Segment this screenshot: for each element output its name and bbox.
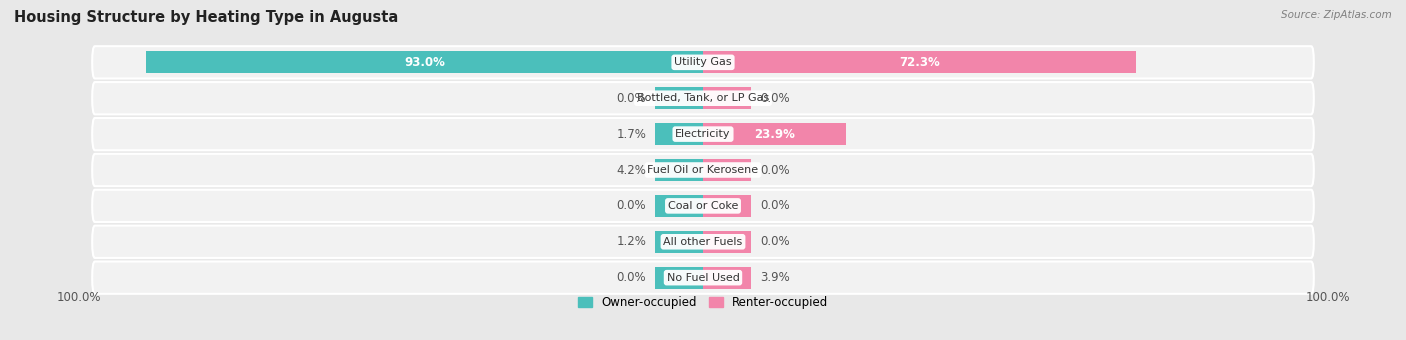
Text: No Fuel Used: No Fuel Used bbox=[666, 273, 740, 283]
FancyBboxPatch shape bbox=[93, 226, 1313, 258]
Bar bbox=[655, 123, 703, 145]
Text: 0.0%: 0.0% bbox=[759, 164, 790, 176]
Text: All other Fuels: All other Fuels bbox=[664, 237, 742, 247]
Text: 1.7%: 1.7% bbox=[616, 128, 647, 141]
Text: Electricity: Electricity bbox=[675, 129, 731, 139]
Bar bbox=[655, 159, 703, 181]
FancyBboxPatch shape bbox=[93, 46, 1313, 79]
Bar bbox=[146, 51, 703, 73]
Text: 100.0%: 100.0% bbox=[1305, 291, 1350, 304]
Text: 23.9%: 23.9% bbox=[754, 128, 794, 141]
Text: Housing Structure by Heating Type in Augusta: Housing Structure by Heating Type in Aug… bbox=[14, 10, 398, 25]
Bar bbox=[703, 195, 751, 217]
Text: 0.0%: 0.0% bbox=[759, 92, 790, 105]
Text: 100.0%: 100.0% bbox=[56, 291, 101, 304]
Bar bbox=[703, 159, 751, 181]
Text: 3.9%: 3.9% bbox=[759, 271, 790, 284]
Text: 0.0%: 0.0% bbox=[616, 199, 647, 212]
Bar bbox=[703, 231, 751, 253]
Text: 1.2%: 1.2% bbox=[616, 235, 647, 248]
Text: Utility Gas: Utility Gas bbox=[675, 57, 731, 67]
FancyBboxPatch shape bbox=[93, 261, 1313, 294]
Text: 72.3%: 72.3% bbox=[898, 56, 939, 69]
Bar bbox=[703, 267, 751, 289]
Bar bbox=[655, 267, 703, 289]
Bar bbox=[655, 195, 703, 217]
FancyBboxPatch shape bbox=[93, 190, 1313, 222]
Text: 93.0%: 93.0% bbox=[404, 56, 444, 69]
Text: Fuel Oil or Kerosene: Fuel Oil or Kerosene bbox=[647, 165, 759, 175]
Bar bbox=[703, 87, 751, 109]
FancyBboxPatch shape bbox=[93, 82, 1313, 114]
Text: 4.2%: 4.2% bbox=[616, 164, 647, 176]
Text: 0.0%: 0.0% bbox=[616, 92, 647, 105]
Bar bbox=[655, 231, 703, 253]
Text: Bottled, Tank, or LP Gas: Bottled, Tank, or LP Gas bbox=[637, 93, 769, 103]
Bar bbox=[655, 87, 703, 109]
Text: Source: ZipAtlas.com: Source: ZipAtlas.com bbox=[1281, 10, 1392, 20]
Bar bbox=[703, 51, 1136, 73]
FancyBboxPatch shape bbox=[93, 154, 1313, 186]
Text: 0.0%: 0.0% bbox=[759, 199, 790, 212]
Text: 0.0%: 0.0% bbox=[759, 235, 790, 248]
Bar bbox=[703, 123, 846, 145]
Text: 0.0%: 0.0% bbox=[616, 271, 647, 284]
Legend: Owner-occupied, Renter-occupied: Owner-occupied, Renter-occupied bbox=[572, 291, 834, 314]
Text: Coal or Coke: Coal or Coke bbox=[668, 201, 738, 211]
FancyBboxPatch shape bbox=[93, 118, 1313, 150]
